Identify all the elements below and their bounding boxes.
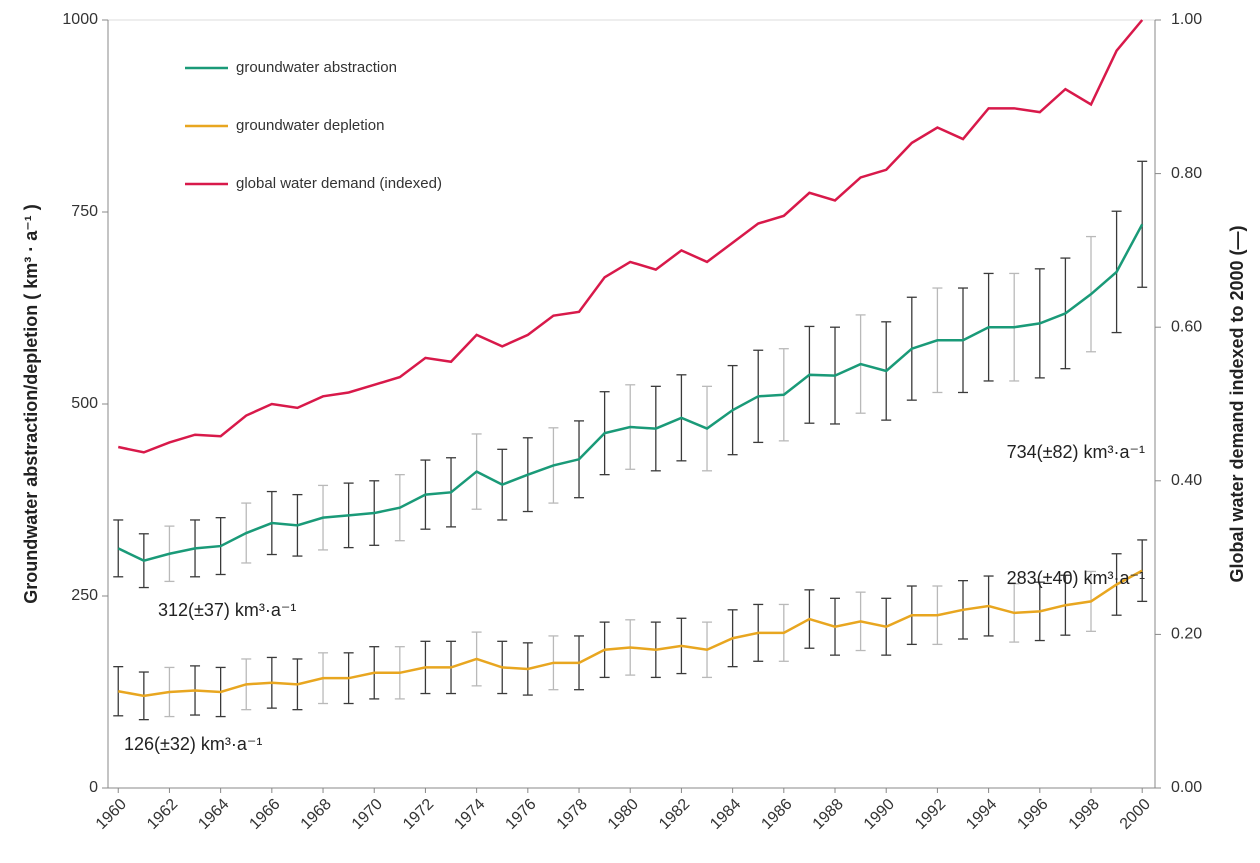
annotation: 734(±82) km³·a⁻¹ [1007, 442, 1145, 462]
y2-tick-label: 1.00 [1171, 11, 1202, 28]
y2-axis-title: Global water demand indexed to 2000 (—) [1227, 225, 1247, 582]
x-tick-label: 1974 [451, 796, 488, 833]
x-tick-label: 1962 [144, 796, 181, 833]
x-tick-label: 1970 [349, 796, 386, 833]
x-tick-label: 1992 [912, 796, 949, 833]
annotation: 312(±37) km³·a⁻¹ [158, 600, 296, 620]
y-tick-label: 0 [89, 779, 98, 796]
series-line [118, 569, 1143, 698]
y2-tick-label: 0.40 [1171, 472, 1202, 489]
x-tick-label: 1968 [298, 796, 335, 833]
y2-tick-label: 0.00 [1171, 779, 1202, 796]
series-line [117, 223, 1144, 562]
x-tick-label: 1972 [400, 796, 437, 833]
x-tick-label: 1984 [707, 796, 744, 833]
x-tick-label: 1998 [1066, 796, 1103, 833]
y-tick-label: 250 [71, 587, 98, 604]
legend-text: global water demand (indexed) [236, 175, 442, 192]
x-tick-label: 1980 [605, 796, 642, 833]
annotation: 283(±40) km³·a⁻¹ [1007, 568, 1145, 588]
x-tick-label: 1988 [810, 796, 847, 833]
x-tick-label: 1986 [758, 796, 795, 833]
x-tick-label: 1978 [554, 796, 591, 833]
x-tick-label: 1994 [963, 796, 1000, 833]
y-tick-label: 750 [71, 203, 98, 220]
x-tick-label: 2000 [1117, 796, 1154, 833]
x-tick-label: 1966 [246, 796, 283, 833]
y2-tick-label: 0.80 [1171, 165, 1202, 182]
y-tick-label: 1000 [62, 11, 98, 28]
legend-text: groundwater depletion [236, 117, 384, 134]
annotation: 126(±32) km³·a⁻¹ [124, 734, 262, 754]
legend-text: groundwater abstraction [236, 59, 397, 76]
x-tick-label: 1982 [656, 796, 693, 833]
y2-tick-label: 0.20 [1171, 626, 1202, 643]
y2-tick-label: 0.60 [1171, 318, 1202, 335]
x-tick-label: 1960 [93, 796, 130, 833]
y-tick-label: 500 [71, 395, 98, 412]
x-tick-label: 1964 [195, 796, 232, 833]
x-tick-label: 1990 [861, 796, 898, 833]
x-tick-label: 1976 [502, 796, 539, 833]
series-line [117, 19, 1144, 454]
x-tick-label: 1996 [1014, 796, 1051, 833]
y-axis-title: Groundwater abstraction/depletion ( km³ … [21, 204, 41, 604]
